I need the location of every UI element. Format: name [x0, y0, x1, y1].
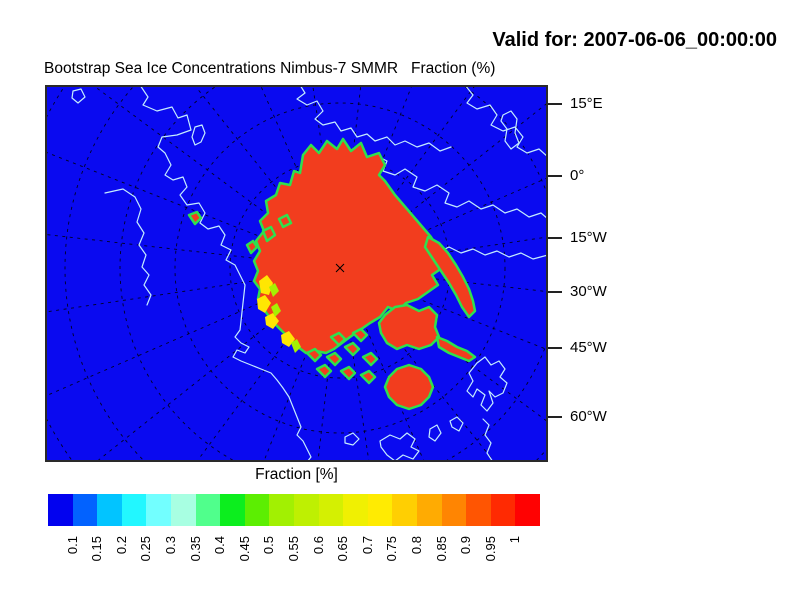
colorbar-segment — [121, 494, 147, 526]
longitude-label: 45°W — [570, 339, 607, 356]
longitude-tick — [548, 175, 562, 177]
colorbar-segment — [269, 494, 294, 526]
colorbar-segment — [441, 494, 467, 526]
colorbar-title: Fraction [%] — [255, 466, 338, 483]
ice-margin-patches — [257, 275, 301, 353]
longitude-tick — [548, 416, 562, 418]
colorbar-segment — [318, 494, 344, 526]
longitude-tick — [548, 347, 562, 349]
colorbar-tick-label: 0.35 — [187, 536, 203, 562]
colorbar-segment — [170, 494, 196, 526]
colorbar-segment — [97, 494, 122, 526]
colorbar-tick-label: 0.8 — [409, 536, 424, 555]
pole-marker — [335, 263, 345, 273]
longitude-label: 15°W — [570, 229, 607, 246]
colorbar-tick-label: 0.4 — [212, 536, 228, 555]
sea-ice-middle-floe — [377, 303, 441, 351]
colorbar-tick-label: 0.55 — [286, 536, 301, 562]
colorbar-tick-label: 0.6 — [310, 536, 326, 555]
sea-ice-south-floe — [383, 363, 435, 411]
sea-ice-east-tongue — [435, 335, 477, 363]
colorbar-segment — [392, 494, 417, 526]
coastlines — [71, 84, 549, 463]
longitude-label: 60°W — [570, 408, 607, 425]
longitude-tick — [548, 237, 562, 239]
timestamp-title: Valid for: 2007-06-06_00:00:00 — [492, 29, 777, 51]
colorbar-segment — [72, 494, 98, 526]
colorbar-tick-label: 0.15 — [89, 536, 105, 562]
colorbar-tick-label: 0.95 — [482, 536, 498, 562]
sea-ice-arm — [423, 235, 477, 319]
colorbar-tick-label: 0.25 — [138, 536, 154, 562]
plot-title: Bootstrap Sea Ice Concentrations Nimbus-… — [44, 60, 496, 77]
colorbar-tick-label: 0.1 — [64, 536, 80, 555]
colorbar-segment — [293, 494, 319, 526]
colorbar-tick-label: 0.2 — [113, 536, 129, 555]
longitude-label: 0° — [570, 167, 585, 184]
colorbar-segment — [416, 494, 442, 526]
colorbar-segment — [515, 494, 540, 526]
longitude-tick — [548, 103, 562, 105]
colorbar-tick-label: 0.9 — [458, 536, 474, 555]
map-border — [45, 85, 548, 462]
colorbar-tick-label: 0.75 — [384, 536, 400, 562]
colorbar-segment — [244, 494, 270, 526]
colorbar-tick-label: 0.7 — [359, 536, 375, 555]
colorbar — [48, 494, 540, 526]
colorbar-tick-label: 0.5 — [261, 536, 277, 555]
colorbar-tick-label: 1 — [507, 536, 523, 544]
sea-ice-layer — [187, 137, 477, 411]
colorbar-segment — [490, 494, 516, 526]
colorbar-segment — [195, 494, 221, 526]
longitude-tick — [548, 291, 562, 293]
colorbar-tick-label: 0.3 — [163, 536, 178, 555]
colorbar-segment — [343, 494, 368, 526]
longitude-label: 15°E — [570, 95, 603, 112]
colorbar-segment — [146, 494, 171, 526]
colorbar-segment — [220, 494, 245, 526]
longitude-label: 30°W — [570, 283, 607, 300]
colorbar-tick-label: 0.65 — [335, 536, 351, 562]
colorbar-tick-label: 0.85 — [433, 536, 449, 562]
colorbar-segment — [48, 494, 73, 526]
colorbar-tick-label: 0.45 — [236, 536, 252, 562]
colorbar-segment — [367, 494, 393, 526]
colorbar-segment — [466, 494, 491, 526]
